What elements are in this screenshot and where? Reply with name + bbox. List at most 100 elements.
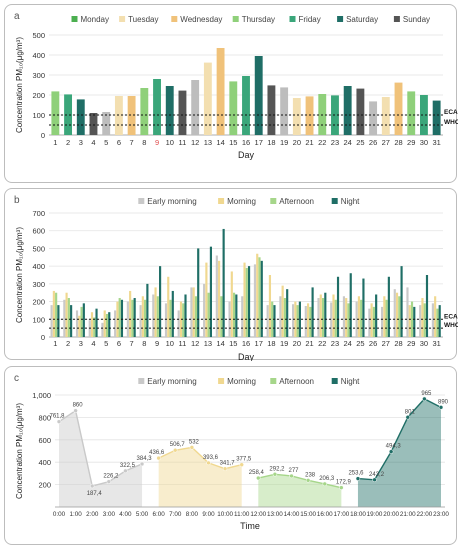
y-tick-label: 700 xyxy=(32,209,45,218)
x-tick-label: 14:00 xyxy=(284,511,300,518)
x-tick-label: 20 xyxy=(293,138,301,147)
data-point xyxy=(173,447,178,453)
legend-label: Early morning xyxy=(147,377,196,386)
data-label: 890 xyxy=(438,399,449,405)
x-tick-label: 31 xyxy=(432,339,440,348)
x-tick-label: 15:00 xyxy=(300,511,316,518)
x-tick-label: 14 xyxy=(216,138,224,147)
x-tick-label: 16 xyxy=(242,138,250,147)
data-point xyxy=(289,473,294,479)
data-point xyxy=(106,479,112,484)
legend-swatch xyxy=(218,198,225,204)
x-tick-label: 19:00 xyxy=(367,511,383,518)
data-point xyxy=(256,475,261,481)
area-morning xyxy=(158,447,242,507)
bar-night xyxy=(375,294,378,337)
legend-label: Friday xyxy=(299,15,321,24)
y-tick-label: 200 xyxy=(32,298,45,307)
data-label: 238 xyxy=(305,472,316,478)
bar xyxy=(292,98,301,135)
x-tick-label: 25 xyxy=(356,138,364,147)
chart-panel-a: a Monday Tuesday Wednesday Thursday Friday Sat… xyxy=(4,4,458,183)
bar-afternoon xyxy=(347,303,350,337)
x-tick-label: 23:00 xyxy=(433,511,449,518)
data-label: 965 xyxy=(421,391,432,397)
reference-line-label: WHO xyxy=(444,119,458,126)
data-label: 801 xyxy=(405,409,416,415)
x-tick-label: 21 xyxy=(305,138,313,147)
bar xyxy=(153,79,161,135)
y-tick-label: 200 xyxy=(32,91,45,100)
x-tick-label: 17 xyxy=(255,339,263,348)
data-label: 322,5 xyxy=(120,463,136,469)
x-tick-label: 25 xyxy=(356,339,364,348)
bar-early-morning xyxy=(380,306,384,337)
bar-night xyxy=(108,312,111,337)
bar-night xyxy=(120,299,124,337)
bar-night xyxy=(235,294,238,337)
x-tick-label: 10:00 xyxy=(217,511,233,518)
y-tick-label: 400 xyxy=(38,458,51,467)
y-tick-label: 500 xyxy=(32,244,45,253)
bar-afternoon xyxy=(309,306,312,337)
bar-early-morning xyxy=(177,310,180,337)
y-tick-label: 500 xyxy=(32,31,45,40)
bar xyxy=(381,97,390,135)
bar-afternoon xyxy=(436,308,439,337)
legend-label: Sunday xyxy=(403,15,430,24)
area-afternoon xyxy=(258,474,342,507)
data-label: 341,7 xyxy=(220,461,236,467)
x-tick-label: 13 xyxy=(204,339,212,348)
bar-morning xyxy=(370,303,373,337)
bar-early-morning xyxy=(215,255,218,337)
bar-night xyxy=(324,292,327,337)
bar-morning xyxy=(281,285,284,337)
area-night xyxy=(357,398,441,507)
data-point xyxy=(339,485,344,490)
x-tick-label: 2:00 xyxy=(86,511,99,518)
x-tick-label: 4 xyxy=(91,138,95,147)
bar-afternoon xyxy=(271,301,274,337)
x-tick-label: 12 xyxy=(191,339,199,348)
area-early-morning xyxy=(59,410,143,507)
bar-early-morning xyxy=(355,301,358,337)
bar-night xyxy=(70,305,73,337)
x-tick-label: 15 xyxy=(229,138,237,147)
legend-label: Early morning xyxy=(147,197,196,206)
legend-label: Afternoon xyxy=(279,377,314,386)
bar-early-morning xyxy=(419,305,422,337)
reference-line-label: WHO xyxy=(444,322,458,329)
x-tick-label: 3 xyxy=(79,138,83,147)
bar-early-morning xyxy=(330,302,333,337)
bar-morning xyxy=(319,294,322,337)
bar-early-morning xyxy=(253,264,257,337)
bar-night xyxy=(387,276,390,337)
chart-panel-c: c Early morning Morning Afternoon Night 200 40… xyxy=(4,366,457,545)
x-tick-label: 1 xyxy=(53,339,57,348)
y-tick-label: 400 xyxy=(32,262,45,271)
bar xyxy=(102,112,111,135)
x-tick-label: 4 xyxy=(91,339,95,348)
x-tick-label: 16:00 xyxy=(317,511,333,518)
bar-morning xyxy=(243,262,246,337)
x-tick-label: 17:00 xyxy=(333,511,349,518)
bar xyxy=(267,85,276,135)
bar xyxy=(394,82,403,135)
hourly-area-chart: c Early morning Morning Afternoon Night 200 40… xyxy=(14,373,449,531)
x-tick-label: 23 xyxy=(331,138,339,147)
data-point xyxy=(438,405,444,410)
bar-night xyxy=(171,290,174,337)
legend-label: Wednesday xyxy=(180,15,222,24)
bar xyxy=(369,101,378,135)
legend-label: Afternoon xyxy=(279,197,314,206)
y-tick-label: 1,000 xyxy=(32,391,51,400)
x-tick-label: 12:00 xyxy=(250,511,266,518)
x-tick-label: 11 xyxy=(179,339,187,348)
data-label: 226,2 xyxy=(103,474,119,480)
legend-swatch xyxy=(337,16,344,22)
bar-morning xyxy=(154,287,157,337)
x-tick-label: 19 xyxy=(280,138,288,147)
y-tick-label: 400 xyxy=(32,51,45,60)
data-point xyxy=(372,477,377,483)
bar-night xyxy=(184,294,187,337)
